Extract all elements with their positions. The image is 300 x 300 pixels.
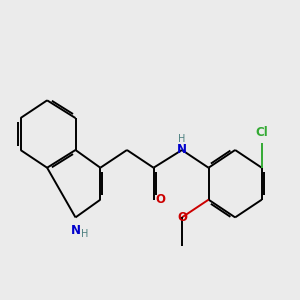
Text: O: O <box>155 193 165 206</box>
Text: O: O <box>178 211 188 224</box>
Text: H: H <box>178 134 185 144</box>
Text: N: N <box>177 143 187 157</box>
Text: N: N <box>71 224 81 237</box>
Text: Cl: Cl <box>255 126 268 139</box>
Text: H: H <box>81 229 88 239</box>
